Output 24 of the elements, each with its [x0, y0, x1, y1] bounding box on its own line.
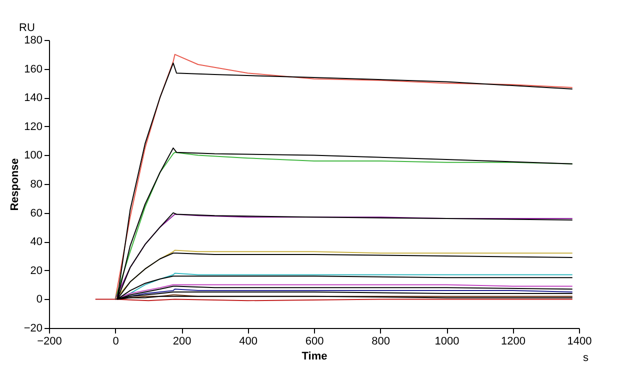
y-tick-label: 20 [30, 264, 42, 277]
x-tick-label: −200 [37, 336, 62, 348]
x-tick-label: 1200 [501, 336, 526, 348]
text: s [583, 352, 589, 364]
x-axis-title: Time [302, 350, 328, 362]
x-tick-label: 400 [239, 336, 258, 348]
x-tick-label: 1000 [434, 336, 460, 348]
y-tick-label: 180 [24, 34, 42, 46]
y-tick-label: 0 [36, 294, 42, 306]
x-tick-label: 800 [372, 336, 390, 348]
text: RU [19, 22, 35, 34]
y-tick-label: 120 [24, 120, 42, 133]
y-tick-label: −20 [24, 322, 42, 334]
x-tick-label: 0 [112, 336, 119, 348]
x-tick-label: 1400 [567, 336, 592, 348]
y-tick-label: 160 [24, 63, 42, 76]
y-tick-label: 100 [24, 150, 42, 162]
y-tick-label: 60 [30, 207, 42, 220]
x-tick-label: 600 [305, 336, 324, 348]
y-tick-label: 140 [24, 92, 42, 104]
x-tick-label: 200 [172, 336, 192, 348]
y-tick-label: 80 [30, 178, 42, 190]
y-axis-title: Response [8, 158, 21, 211]
y-tick-label: 40 [30, 236, 42, 248]
